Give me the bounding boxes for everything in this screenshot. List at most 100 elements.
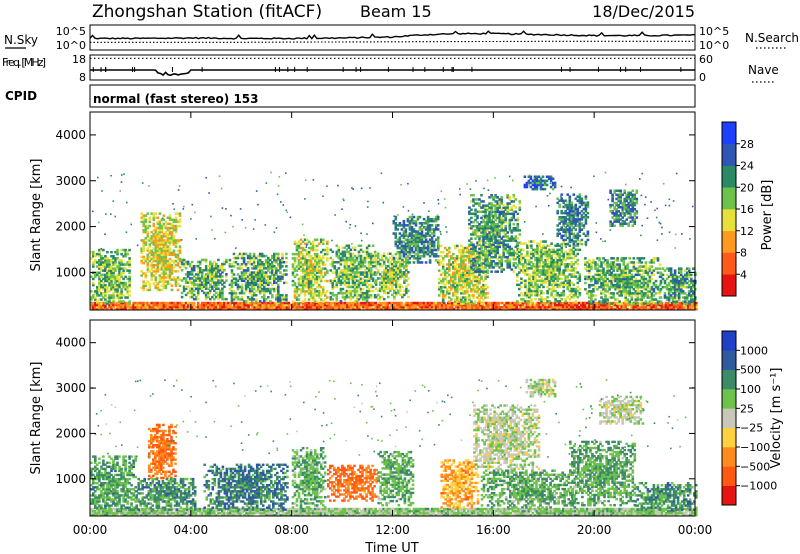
range-gate-cell <box>387 275 390 278</box>
range-gate-cell <box>386 303 390 307</box>
range-gate-cell <box>239 307 242 311</box>
range-gate-cell <box>502 268 505 271</box>
range-gate-cell <box>466 273 469 277</box>
range-gate-cell <box>382 277 386 280</box>
range-gate-cell <box>150 239 154 242</box>
range-gate-cell <box>261 305 264 309</box>
range-gate-cell <box>337 256 341 260</box>
range-gate-cell <box>281 301 285 305</box>
range-gate-cell <box>488 262 491 265</box>
range-gate-cell <box>142 224 145 228</box>
range-gate-cell <box>364 305 367 309</box>
range-gate-cell <box>472 275 475 279</box>
range-gate-cell <box>401 262 404 266</box>
range-gate-cell <box>273 305 277 309</box>
range-gate-cell <box>452 263 455 266</box>
range-gate-cell <box>534 294 537 297</box>
range-gate-cell <box>494 216 497 220</box>
range-gate-cell <box>247 307 250 311</box>
range-gate-cell <box>376 305 379 309</box>
range-gate-cell <box>192 264 196 268</box>
range-gate-cell <box>480 262 483 265</box>
range-gate-cell <box>534 263 537 266</box>
range-gate-cell <box>465 307 468 311</box>
range-gate-cell <box>90 250 93 254</box>
range-gate-cell <box>160 243 164 246</box>
range-gate-cell <box>313 279 317 283</box>
range-gate-cell <box>287 303 291 307</box>
range-gate-cell <box>207 279 210 282</box>
range-gate-cell <box>321 290 325 293</box>
range-gate-cell <box>192 283 196 286</box>
range-gate-cell <box>351 277 355 280</box>
range-gate-cell <box>140 286 143 290</box>
range-gate-cell <box>168 241 172 244</box>
range-gate-cell <box>158 257 162 261</box>
range-gate-cell <box>374 303 377 307</box>
range-gate-cell <box>340 305 343 309</box>
range-gate-cell <box>396 250 400 254</box>
range-gate-cell <box>428 255 432 258</box>
range-gate-cell <box>449 305 452 309</box>
range-gate-cell <box>309 269 313 272</box>
range-gate-cell <box>584 305 587 309</box>
range-gate-cell <box>561 303 565 307</box>
range-gate-cell <box>164 259 168 263</box>
range-gate-cell <box>180 258 184 262</box>
range-gate-cell <box>265 303 269 307</box>
range-gate-cell <box>174 243 178 246</box>
range-gate-cell <box>508 260 512 263</box>
range-gate-cell <box>404 244 408 248</box>
range-gate-cell <box>476 270 479 273</box>
range-gate-cell <box>402 219 406 223</box>
range-gate-cell <box>457 301 460 305</box>
range-gate-cell <box>166 245 170 248</box>
range-gate-cell <box>202 291 206 295</box>
range-gate-cell <box>490 196 493 199</box>
range-gate-cell <box>576 305 579 309</box>
range-gate-cell <box>439 273 443 277</box>
range-gate-cell <box>404 234 408 237</box>
range-gate-cell <box>279 263 282 266</box>
range-gate-cell <box>470 270 473 273</box>
range-gate-cell <box>262 291 266 295</box>
range-gate-cell <box>238 267 242 270</box>
range-gate-cell <box>526 252 529 256</box>
range-gate-cell <box>382 275 386 278</box>
range-gate-cell <box>477 303 480 307</box>
range-gate-cell <box>512 253 516 257</box>
range-gate-cell <box>168 274 172 277</box>
range-gate-cell <box>301 257 305 260</box>
range-gate-cell <box>422 242 426 246</box>
range-gate-cell <box>204 297 208 301</box>
range-gate-cell <box>508 262 512 265</box>
range-gate-cell <box>456 269 459 272</box>
range-gate-cell <box>323 294 327 297</box>
range-gate-cell <box>570 303 573 307</box>
range-gate-cell <box>315 281 319 285</box>
range-gate-cell <box>480 292 483 295</box>
range-gate-cell <box>541 303 545 307</box>
range-gate-cell <box>474 231 477 234</box>
range-gate-cell <box>496 258 499 261</box>
range-gate-cell <box>456 244 459 248</box>
range-gate-cell <box>317 296 321 299</box>
range-gate-cell <box>204 273 208 276</box>
range-gate-cell <box>394 228 398 231</box>
range-gate-cell <box>491 307 494 311</box>
range-gate-cell <box>100 292 103 295</box>
range-gate-cell <box>374 287 378 290</box>
range-gate-cell <box>402 234 406 237</box>
range-gate-cell <box>440 305 444 309</box>
range-gate-cell <box>488 266 491 269</box>
range-gate-cell <box>355 291 359 295</box>
range-gate-cell <box>347 258 351 262</box>
range-gate-cell <box>464 290 467 293</box>
range-gate-cell <box>395 264 398 268</box>
range-gate-cell <box>152 251 156 255</box>
range-gate-cell <box>394 252 398 256</box>
range-gate-cell <box>243 303 246 307</box>
range-gate-cell <box>92 252 95 256</box>
range-gate-cell <box>164 263 168 267</box>
range-gate-cell <box>172 239 176 242</box>
